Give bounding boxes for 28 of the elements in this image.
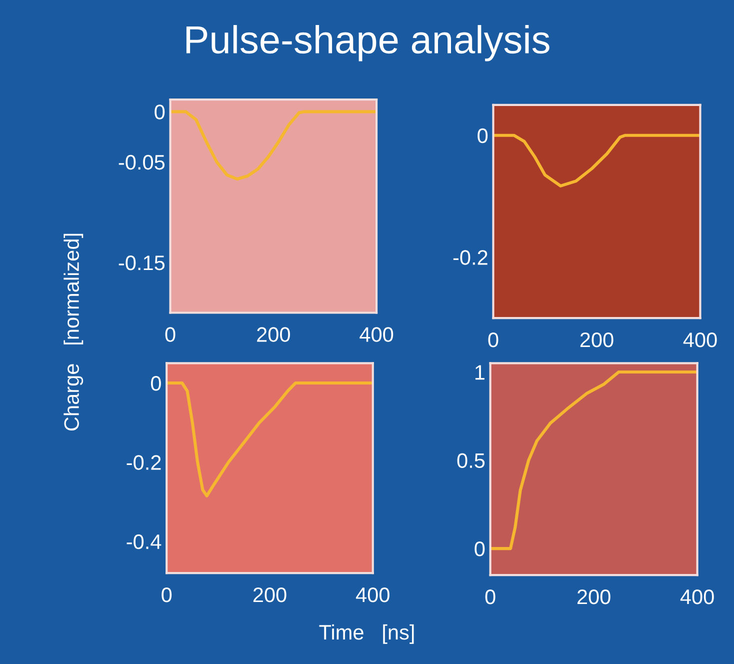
x-tick-label: 400 [683,332,717,348]
y-tick-label: 0 [154,104,165,120]
x-tick-label: 200 [253,587,286,602]
x-tick-label: 400 [680,589,714,604]
y-axis-title: Charge [normalized] [64,234,84,431]
y-tick-label: -0.4 [126,534,162,550]
line-series [490,370,698,550]
y-tick-label: -0.2 [126,455,161,470]
y-tick-label: 0 [150,376,161,391]
chart-title: Pulse-shape analysis [186,25,550,62]
x-tick-label: 200 [257,327,290,342]
y-tick-label: -0.2 [453,250,488,265]
y-tick-label: 0 [474,542,485,556]
y-tick-label: 0 [478,128,488,144]
x-tick-label: 0 [165,327,176,342]
y-tick-label: -0.05 [118,154,165,170]
line-series [166,381,373,498]
line-series [493,134,700,188]
y-tick-label: 1 [475,365,484,380]
x-axis-title: Time [ns] [319,624,414,644]
y-tick-label: -0.15 [118,255,165,270]
line-series [170,110,377,181]
x-tick-label: 200 [577,589,610,604]
x-tick-label: 0 [488,332,498,348]
y-tick-label: 0.5 [457,453,485,468]
x-tick-label: 200 [580,332,614,348]
x-tick-label: 400 [360,327,394,342]
x-tick-label: 400 [356,587,390,602]
